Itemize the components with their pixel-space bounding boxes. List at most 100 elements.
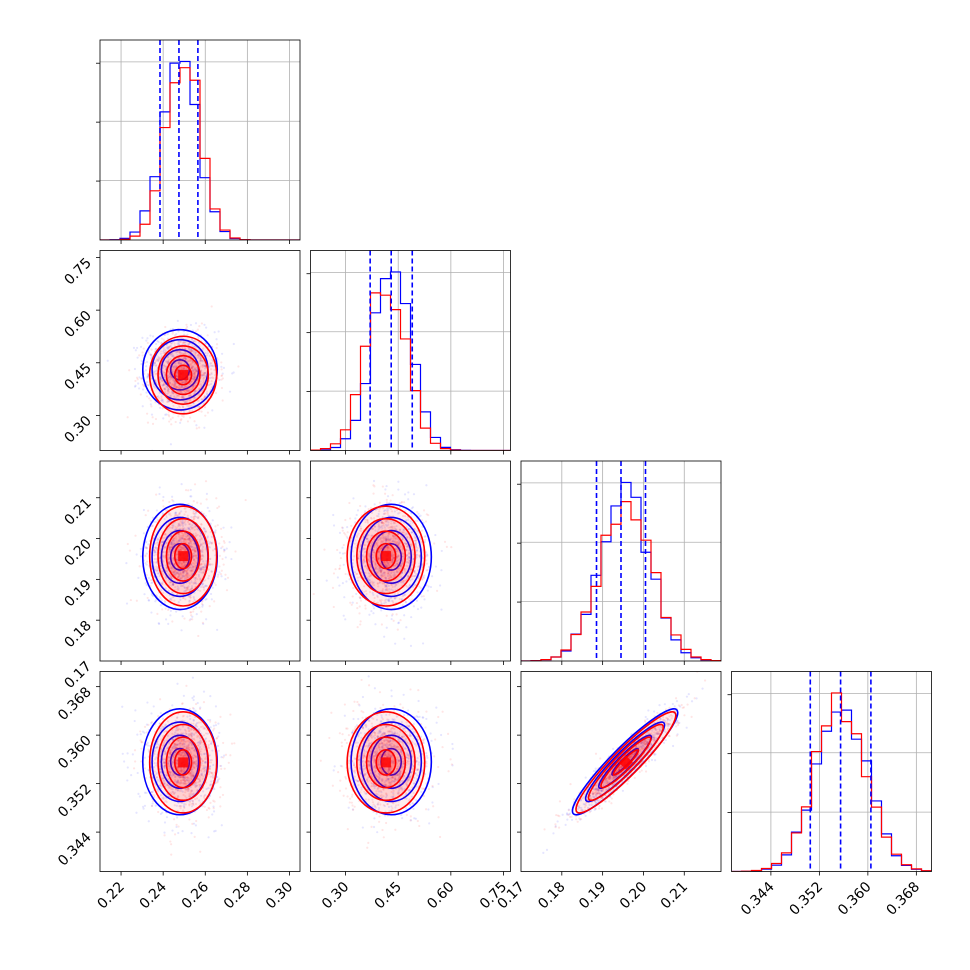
sample-point: [180, 418, 183, 421]
sample-point: [221, 372, 224, 375]
sample-point: [182, 367, 186, 371]
sample-point: [192, 385, 195, 388]
sample-point: [172, 571, 175, 574]
sample-point: [393, 574, 396, 577]
sample-point: [377, 528, 380, 531]
sample-point: [408, 559, 411, 562]
sample-point: [171, 596, 174, 599]
sample-point: [209, 557, 212, 560]
sample-point: [180, 391, 183, 394]
sample-point: [396, 541, 400, 544]
sample-point: [410, 616, 413, 619]
sample-point: [194, 576, 197, 580]
sample-point: [139, 555, 143, 558]
sample-point: [182, 560, 185, 563]
sample-point: [170, 543, 173, 546]
sample-point: [160, 397, 163, 400]
sample-point: [195, 389, 198, 392]
sample-point: [386, 536, 389, 539]
sample-point: [188, 539, 192, 542]
sample-point: [198, 426, 201, 429]
sample-point: [146, 376, 149, 379]
sample-point: [171, 582, 175, 585]
sample-point: [175, 385, 178, 389]
sample-point: [385, 563, 388, 567]
sample-point: [182, 561, 185, 564]
sample-point: [367, 533, 370, 537]
sample-point: [402, 594, 405, 597]
sample-point: [201, 554, 204, 557]
sample-point: [341, 526, 344, 529]
sample-point: [388, 575, 391, 579]
sample-point: [184, 381, 188, 384]
sample-point: [155, 363, 158, 367]
sample-point: [364, 518, 367, 521]
sample-point: [414, 539, 417, 542]
sample-point: [397, 562, 400, 565]
sample-point: [182, 381, 185, 384]
sample-point: [211, 749, 214, 752]
sample-point: [429, 585, 433, 589]
sample-point: [199, 578, 202, 581]
sample-point: [175, 761, 178, 764]
sample-point: [174, 731, 177, 734]
sample-point: [402, 580, 405, 583]
sample-point: [220, 535, 223, 539]
sample-point: [163, 766, 166, 769]
sample-point: [183, 537, 186, 541]
sample-point: [159, 727, 163, 730]
sample-point: [385, 585, 388, 588]
sample-point: [182, 528, 185, 531]
sample-point: [370, 574, 373, 577]
sample-point: [177, 362, 180, 365]
sample-point: [385, 584, 388, 587]
sample-point: [159, 711, 162, 715]
sample-point: [346, 536, 349, 540]
sample-point: [172, 570, 175, 574]
sample-point: [155, 756, 158, 759]
sample-point: [211, 409, 214, 412]
sample-point: [420, 540, 423, 543]
sample-point: [171, 416, 174, 419]
sample-point: [220, 547, 223, 550]
sample-point: [195, 725, 199, 728]
sample-point: [433, 542, 436, 545]
sample-point: [179, 548, 182, 551]
sample-point: [187, 388, 190, 392]
sample-point: [176, 726, 179, 729]
sample-point: [153, 554, 156, 557]
sample-point: [378, 551, 381, 554]
sample-point: [182, 804, 185, 807]
sample-point: [220, 527, 223, 530]
sample-point: [182, 521, 185, 524]
sample-point: [150, 354, 153, 357]
sample-point: [167, 622, 170, 626]
sample-point: [187, 588, 190, 591]
sample-point: [196, 516, 199, 519]
sample-point: [171, 352, 174, 355]
sample-point: [349, 540, 352, 543]
sample-point: [151, 416, 154, 419]
sample-point: [163, 556, 166, 559]
sample-point: [414, 584, 417, 587]
sample-point: [413, 536, 416, 540]
sample-point: [379, 569, 383, 572]
sample-point: [202, 376, 206, 379]
sample-point: [403, 531, 406, 534]
sample-point: [187, 534, 190, 537]
sample-point: [183, 549, 187, 552]
sample-point: [153, 549, 157, 552]
sample-point: [184, 539, 188, 542]
sample-point: [165, 386, 168, 389]
sample-point: [202, 566, 206, 569]
sample-point: [220, 374, 224, 377]
sample-point: [191, 561, 195, 564]
sample-point: [332, 513, 335, 517]
sample-point: [184, 379, 187, 382]
sample-point: [190, 777, 193, 780]
sample-point: [155, 742, 158, 746]
sample-point: [181, 596, 184, 600]
sample-point: [182, 411, 186, 414]
sample-point: [355, 535, 359, 538]
sample-point: [178, 776, 182, 779]
